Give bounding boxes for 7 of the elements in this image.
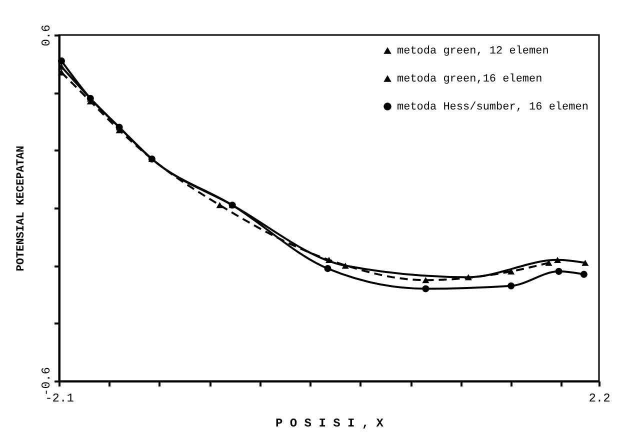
y-axis-title: POTENSIAL KECEPATAN bbox=[16, 146, 28, 272]
x-tick-label: 2.2 bbox=[588, 392, 610, 406]
x-axis-title: P O S I S I , X bbox=[275, 416, 384, 430]
legend-label: metoda Hess/sumber, 16 elemen bbox=[397, 102, 588, 114]
legend-label: metoda green, 12 elemen bbox=[397, 46, 549, 58]
y-tick-label: 0.6 bbox=[40, 24, 54, 46]
legend-label: metoda green,16 elemen bbox=[397, 74, 542, 86]
